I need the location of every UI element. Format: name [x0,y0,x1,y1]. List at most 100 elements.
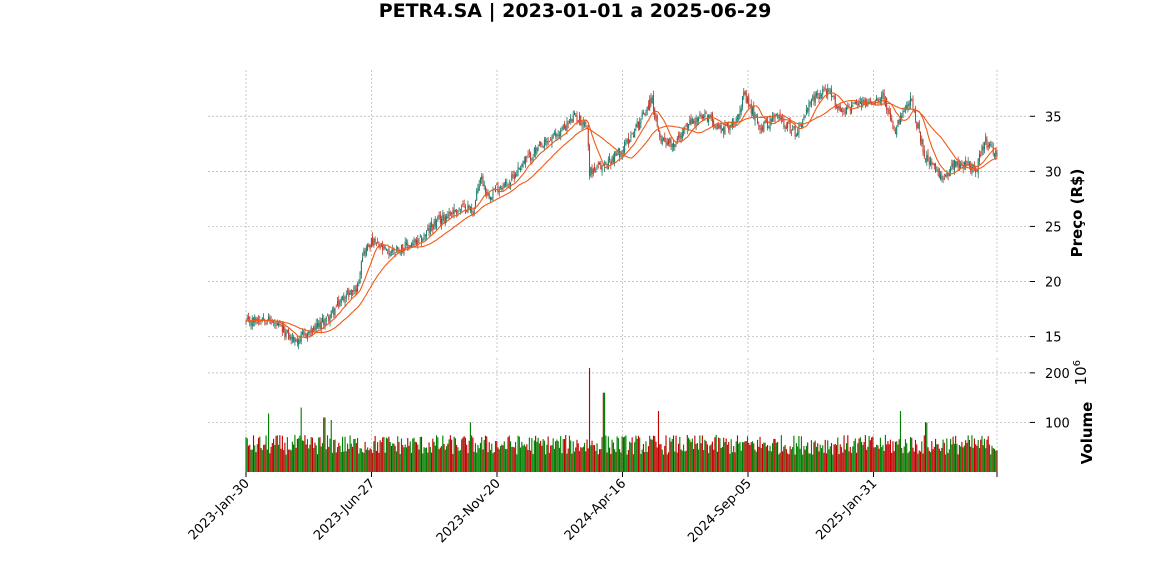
volume-bar [988,444,991,472]
candle-body [308,331,310,334]
volume-bar [350,443,352,472]
candle-body [380,245,382,247]
volume-bar [739,441,741,472]
volume-bar [879,437,881,472]
volume-bar [567,448,569,472]
candle-body [320,322,322,331]
volume-bar [467,453,469,472]
volume-bar [799,448,801,472]
candle-body [304,331,306,335]
volume-tick-label: 100 [1045,416,1070,431]
volume-bar [926,422,928,472]
candle-body [377,242,379,243]
candle-body [863,99,865,102]
candle-body [889,112,891,119]
volume-bar [507,437,509,472]
volume-bar [281,435,283,472]
candle-body [904,109,906,111]
volume-bar [404,444,406,472]
volume-bar [829,446,831,472]
volume-bar [592,445,594,472]
candle-body [299,339,301,343]
candle-body [820,94,822,96]
volume-bar [560,436,562,472]
volume-bar [511,446,513,472]
candle-body [289,334,291,340]
candle-body [306,333,308,339]
candle-body [705,112,707,114]
volume-bar [973,438,975,472]
candle-body [630,134,632,138]
candle-body [982,146,984,151]
candle-body [294,336,296,343]
candle-body [363,249,365,257]
candle-body [792,129,794,131]
volume-bar [770,451,772,472]
volume-bar [291,441,293,472]
candle-body [690,117,692,124]
volume-bar [884,434,886,472]
volume-bar [845,443,848,472]
candle-body [874,102,876,105]
volume-bar [538,443,540,472]
volume-bar [407,438,409,472]
candle-body [615,151,617,156]
volume-bar [621,436,623,472]
volume-bar [412,438,414,472]
candle-body [689,120,691,125]
volume-bar [359,448,361,472]
candle-body [590,167,592,176]
volume-bar [409,441,411,472]
volume-bar [394,445,396,472]
candle-body [933,163,935,166]
candle-body [552,134,554,138]
volume-bar [774,439,776,472]
volume-bar [537,437,539,472]
volume-bar [657,411,660,472]
candle-body [943,178,945,179]
volume-bar [597,454,599,472]
volume-axis-label: Volume [1078,402,1096,465]
volume-bar [365,449,367,472]
candle-body [500,187,502,188]
volume-bar [572,441,574,472]
volume-bar [249,444,251,472]
volume-bar [563,438,566,472]
volume-bar [957,454,959,472]
volume-bar [909,437,912,472]
candle-body [324,322,326,327]
volume-bar [951,444,953,472]
candle-body [497,185,499,192]
candle-body [748,96,750,106]
candle-body [419,235,421,237]
volume-bar [257,437,260,472]
candle-body [513,174,515,180]
candle-body [700,114,702,117]
volume-bar [388,436,390,472]
candle-body [612,156,614,163]
candle-body [849,108,851,111]
candle-body [342,296,344,301]
volume-bar [262,444,265,472]
volume-bar [274,444,276,472]
volume-bar [838,454,840,472]
candle-body [468,205,470,209]
volume-bar [357,437,359,472]
volume-bar [914,439,917,472]
candle-body [913,109,915,112]
volume-bar [689,439,691,472]
candle-body [442,213,444,221]
candle-body [251,317,253,327]
volume-bar [703,450,705,472]
volume-bar [923,435,925,472]
volume-bar [581,447,583,472]
candle-body [449,212,451,215]
candle-body [265,323,267,325]
candle-body [492,190,494,198]
candle-body [918,121,920,129]
candle-body [743,91,745,97]
candle-body [930,159,932,165]
volume-bar [764,442,766,472]
candle-body [985,136,987,143]
volume-bar [442,435,444,472]
